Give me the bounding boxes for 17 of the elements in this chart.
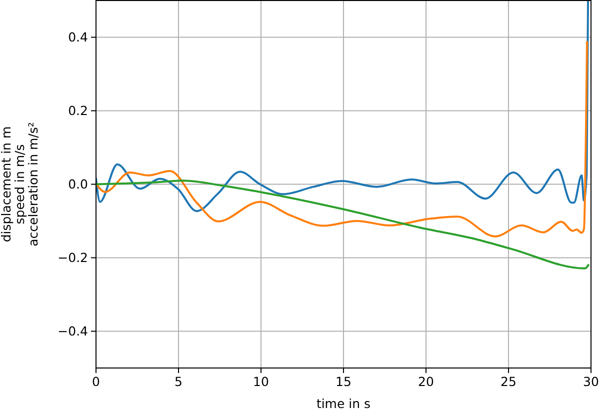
x-axis-title: time in s — [316, 396, 371, 411]
x-tick-label: 5 — [174, 374, 182, 389]
line-series — [96, 0, 590, 212]
y-tick-label: 0.4 — [68, 30, 88, 45]
x-tick-label: 15 — [336, 374, 352, 389]
x-tick-label: 25 — [500, 374, 516, 389]
x-tick-label: 30 — [583, 374, 599, 389]
line-series — [96, 41, 588, 238]
y-tick-label: −0.4 — [58, 324, 88, 339]
y-tick-label: 0.2 — [68, 103, 88, 118]
x-tick-label: 20 — [418, 374, 434, 389]
x-tick-label: 0 — [92, 374, 100, 389]
line-series — [96, 180, 590, 270]
y-tick-label: −0.2 — [58, 250, 88, 266]
y-axis-title: displacement in m speed in m/s acceleration in m/s² — [0, 122, 40, 246]
x-tick-label: 10 — [253, 374, 269, 389]
y-tick-label: 0.0 — [68, 176, 88, 192]
